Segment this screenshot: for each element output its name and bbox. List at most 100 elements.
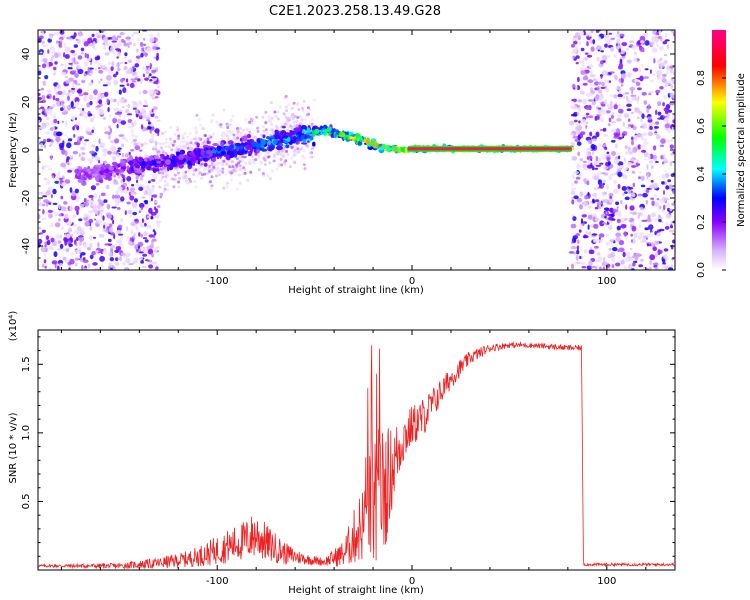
noise-speckle bbox=[89, 100, 93, 106]
noise-speckle bbox=[112, 219, 115, 225]
noise-speckle bbox=[624, 257, 630, 262]
faint-speckle bbox=[270, 122, 274, 126]
faint-speckle bbox=[302, 149, 306, 153]
faint-speckle bbox=[301, 109, 305, 113]
noise-speckle bbox=[635, 81, 641, 87]
faint-speckle bbox=[222, 186, 226, 190]
noise-speckle bbox=[141, 196, 146, 199]
faint-speckle bbox=[243, 171, 247, 175]
noise-speckle bbox=[131, 202, 138, 208]
noise-speckle bbox=[48, 167, 53, 171]
noise-speckle bbox=[572, 216, 577, 222]
noise-speckle bbox=[147, 203, 150, 207]
noise-speckle bbox=[625, 204, 628, 210]
faint-speckle bbox=[305, 113, 309, 117]
noise-speckle bbox=[98, 194, 101, 201]
ridge-blob bbox=[237, 150, 244, 156]
noise-speckle bbox=[662, 41, 668, 45]
noise-speckle bbox=[136, 37, 140, 42]
noise-speckle bbox=[52, 72, 56, 76]
faint-speckle bbox=[239, 126, 242, 130]
noise-speckle bbox=[648, 160, 654, 164]
noise-speckle bbox=[143, 142, 149, 145]
faint-speckle bbox=[162, 142, 166, 146]
ridge-blob bbox=[312, 141, 316, 147]
noise-speckle bbox=[83, 115, 89, 119]
noise-speckle bbox=[124, 52, 128, 57]
noise-speckle bbox=[627, 264, 633, 270]
noise-speckle bbox=[601, 109, 607, 115]
noise-speckle bbox=[650, 212, 657, 218]
noise-speckle bbox=[613, 135, 620, 139]
noise-speckle bbox=[94, 47, 97, 51]
noise-speckle bbox=[571, 182, 574, 187]
noise-speckle bbox=[623, 166, 628, 171]
faint-speckle bbox=[177, 171, 180, 175]
noise-speckle bbox=[594, 218, 600, 222]
noise-speckle bbox=[84, 52, 88, 59]
noise-speckle bbox=[594, 78, 599, 82]
noise-speckle bbox=[669, 229, 675, 233]
noise-speckle bbox=[138, 90, 141, 95]
noise-speckle bbox=[46, 95, 50, 99]
noise-speckle bbox=[56, 101, 60, 107]
noise-speckle bbox=[106, 98, 109, 104]
noise-speckle bbox=[91, 155, 95, 159]
ridge-blob bbox=[266, 136, 270, 140]
ridge-blob bbox=[314, 128, 320, 134]
noise-speckle bbox=[572, 252, 577, 255]
noise-speckle bbox=[143, 38, 146, 41]
noise-speckle bbox=[672, 31, 675, 37]
noise-speckle bbox=[580, 70, 586, 75]
faint-speckle bbox=[296, 147, 300, 151]
noise-speckle bbox=[632, 220, 635, 226]
ridge-blob bbox=[261, 148, 268, 152]
noise-speckle bbox=[579, 204, 583, 210]
noise-speckle bbox=[634, 256, 639, 261]
noise-speckle bbox=[670, 220, 673, 225]
noise-speckle bbox=[99, 255, 105, 262]
noise-speckle bbox=[93, 97, 97, 100]
faint-speckle bbox=[188, 132, 192, 135]
noise-speckle bbox=[107, 106, 110, 113]
faint-speckle bbox=[216, 161, 220, 165]
noise-speckle bbox=[116, 229, 122, 234]
noise-speckle bbox=[113, 73, 117, 78]
faint-speckle bbox=[166, 174, 170, 177]
noise-speckle bbox=[631, 225, 637, 232]
noise-speckle bbox=[644, 227, 649, 231]
faint-speckle bbox=[225, 181, 229, 185]
noise-speckle bbox=[136, 78, 141, 82]
noise-speckle bbox=[65, 79, 71, 84]
noise-speckle bbox=[654, 266, 658, 270]
noise-speckle bbox=[670, 244, 674, 250]
faint-speckle bbox=[246, 178, 250, 182]
ridge-blob bbox=[153, 168, 160, 172]
faint-speckle bbox=[221, 163, 225, 167]
noise-speckle bbox=[73, 61, 79, 65]
noise-speckle bbox=[663, 204, 666, 211]
noise-speckle bbox=[42, 203, 46, 207]
noise-speckle bbox=[68, 267, 71, 270]
faint-speckle bbox=[248, 130, 252, 134]
noise-speckle bbox=[662, 258, 666, 264]
noise-speckle bbox=[629, 43, 633, 47]
noise-speckle bbox=[586, 265, 592, 270]
faint-speckle bbox=[310, 122, 314, 126]
ridge-blob bbox=[261, 145, 265, 149]
faint-speckle bbox=[297, 108, 301, 112]
noise-speckle bbox=[77, 107, 82, 110]
faint-speckle bbox=[276, 126, 279, 130]
ridge-blob bbox=[195, 156, 200, 161]
y-tick-label: 1.0 bbox=[21, 425, 32, 441]
ridge-blob bbox=[179, 151, 184, 155]
noise-speckle bbox=[579, 224, 583, 229]
noise-speckle bbox=[626, 47, 629, 52]
noise-speckle bbox=[665, 222, 669, 226]
noise-speckle bbox=[148, 200, 152, 203]
noise-speckle bbox=[639, 240, 643, 244]
noise-speckle bbox=[59, 30, 65, 35]
noise-speckle bbox=[599, 266, 602, 270]
noise-speckle bbox=[45, 116, 50, 121]
noise-speckle bbox=[139, 251, 144, 254]
